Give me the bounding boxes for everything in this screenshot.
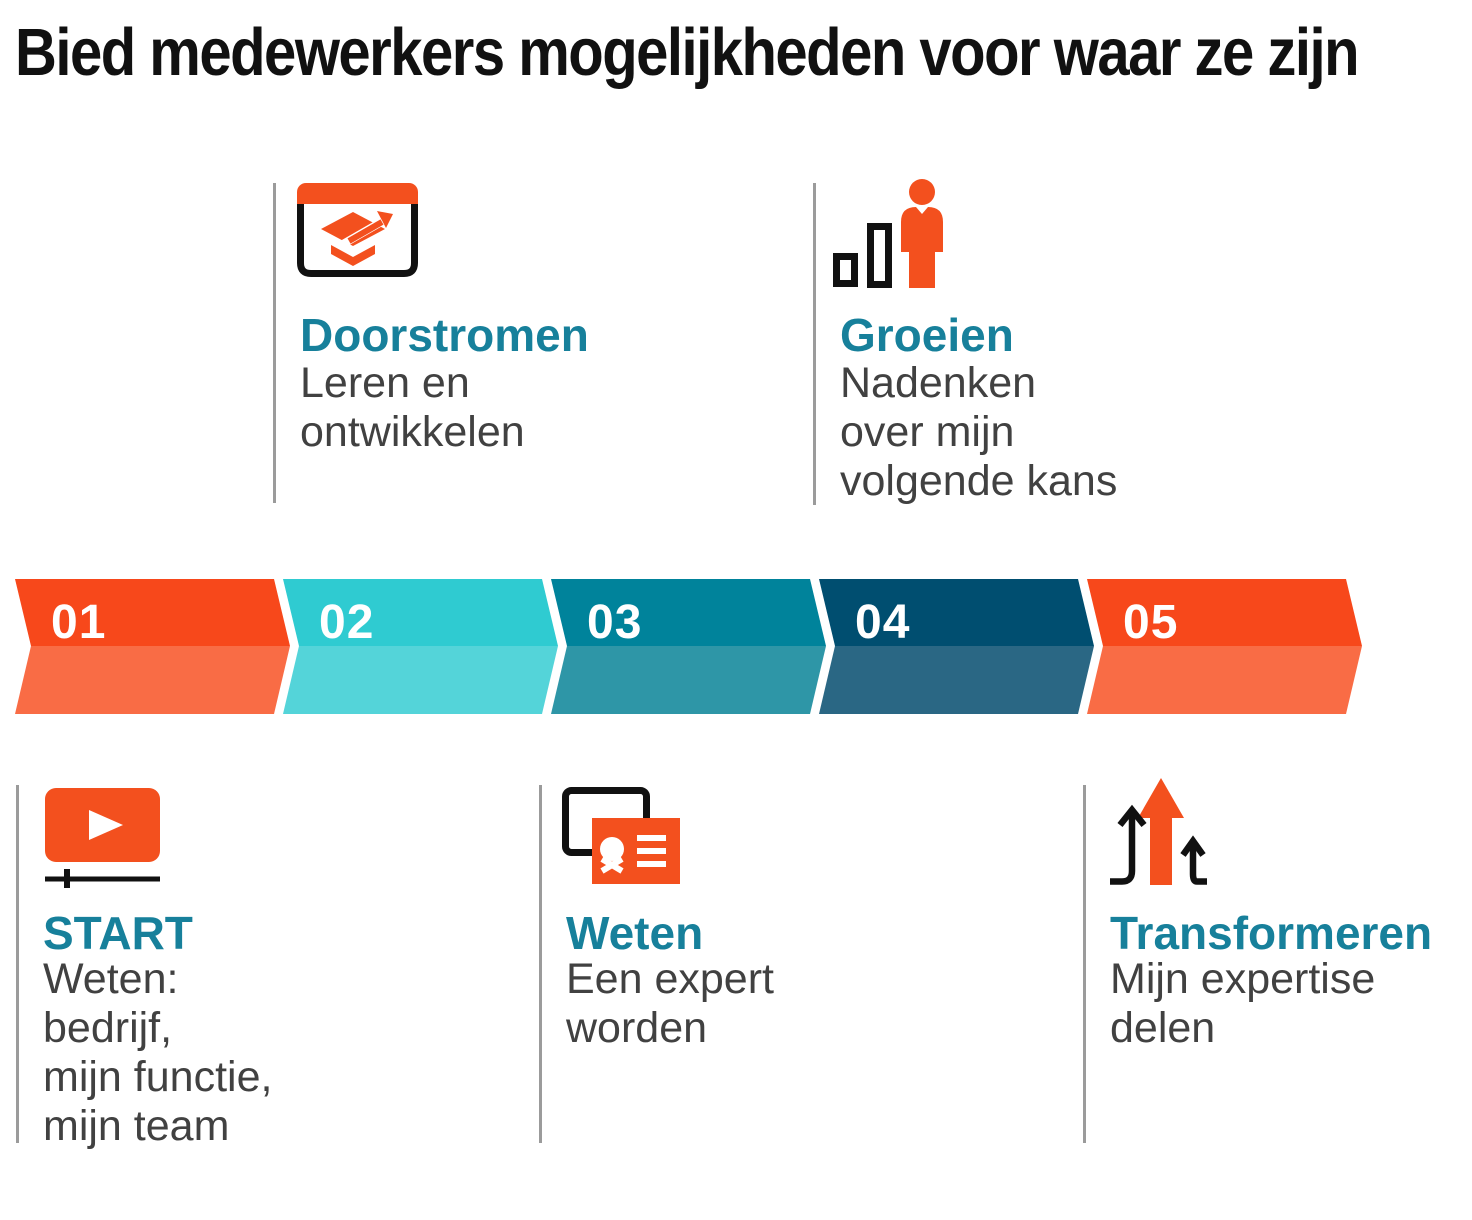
annotation-doorstromen: Doorstromen Leren en ontwikkelen	[273, 183, 613, 513]
chevron-step-5: 05	[1087, 579, 1362, 714]
step-number: 05	[1123, 596, 1178, 649]
annotation-body: Leren en ontwikkelen	[300, 359, 525, 456]
annotation-body: Een expert worden	[566, 955, 774, 1052]
divider-line	[273, 183, 276, 503]
annotation-heading: Transformeren	[1110, 907, 1433, 959]
annotation-heading: Doorstromen	[300, 309, 589, 361]
divider-line	[1083, 785, 1086, 1143]
page-title: Bied medewerkers mogelijkheden voor waar…	[15, 15, 1360, 90]
transform-arrows-icon	[1105, 778, 1210, 893]
learning-window-icon	[297, 183, 418, 282]
divider-line	[16, 785, 19, 1143]
annotation-heading: Weten	[566, 907, 704, 959]
growth-chart-person-icon	[833, 175, 943, 295]
chevron-step-1: 01	[15, 579, 290, 714]
divider-line	[539, 785, 542, 1143]
chevron-step-2: 02	[283, 579, 558, 714]
divider-line	[813, 183, 816, 505]
annotation-heading: START	[43, 907, 193, 959]
annotation-start: START Weten: bedrijf, mijn functie, mijn…	[16, 785, 366, 1155]
step-number: 01	[51, 596, 106, 649]
annotation-groeien: Groeien Nadenken over mijn volgende kans	[813, 179, 1193, 518]
annotation-body: Nadenken over mijn volgende kans	[840, 359, 1118, 505]
annotation-body: Weten: bedrijf, mijn functie, mijn team	[43, 955, 273, 1150]
annotation-transformeren: Transformeren Mijn expertise delen	[1083, 778, 1472, 1155]
step-number: 04	[855, 596, 910, 649]
step-number: 03	[587, 596, 642, 649]
video-player-icon	[45, 788, 161, 893]
annotation-heading: Groeien	[840, 309, 1014, 361]
id-card-icon	[562, 786, 680, 890]
timeline-band: 01 02 03 04 05	[15, 579, 1362, 714]
annotation-body: Mijn expertise delen	[1110, 955, 1376, 1052]
chevron-step-3: 03	[551, 579, 826, 714]
chevron-step-4: 04	[819, 579, 1094, 714]
step-number: 02	[319, 596, 374, 649]
annotation-weten: Weten Een expert worden	[539, 785, 899, 1155]
